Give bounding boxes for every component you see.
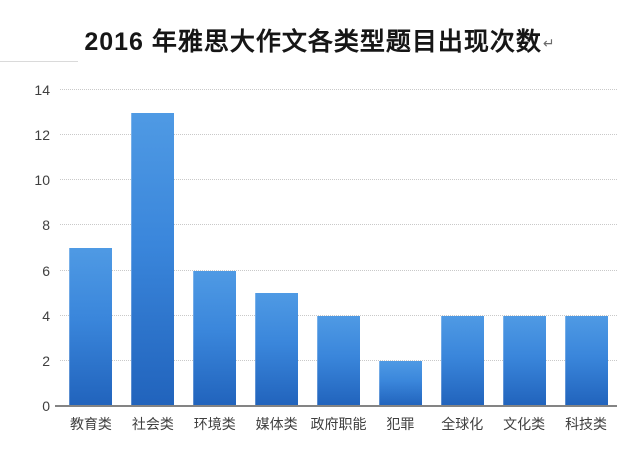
gridline-y8 [60,224,617,226]
y-tick-label-8: 8 [42,217,50,234]
x-tick-label-教育类: 教育类 [69,416,112,432]
bar-column: 环境类 [184,90,246,431]
x-tick-label-全球化: 全球化 [441,416,484,432]
bar-column: 文化类 [493,90,555,431]
gridline-y4 [60,314,617,316]
bar-环境类 [193,270,237,406]
x-axis-line [55,405,617,407]
bar-社会类 [131,112,175,406]
bar-政府职能 [317,315,360,406]
x-tick-label-科技类: 科技类 [565,416,608,432]
chart-title: 2016 年雅思大作文各类型题目出现次数↵ [0,22,639,58]
title-underline-artifact [0,61,78,62]
gridline-y12 [60,134,617,136]
y-tick-label-4: 4 [42,307,50,324]
x-tick-label-犯罪: 犯罪 [386,416,415,432]
y-tick-label-0: 0 [42,398,50,414]
bar-column: 犯罪 [369,90,431,431]
x-tick-label-政府职能: 政府职能 [310,416,367,432]
bar-全球化 [440,315,484,406]
gridline-y14 [60,89,617,90]
y-tick-label-10: 10 [34,172,50,189]
bar-教育类 [69,248,113,406]
bar-column: 科技类 [555,90,617,431]
y-tick-label-14: 14 [34,82,50,98]
bars-layer: 教育类 社会类 环境类 媒体类 政府职能 犯罪 全球化 文化类 科技类 [60,90,617,431]
y-tick-label-12: 12 [34,127,50,144]
gridline-y6 [60,269,617,271]
bar-column: 全球化 [431,90,493,431]
bar-媒体类 [255,293,299,406]
y-tick-label-2: 2 [42,352,50,369]
x-tick-label-媒体类: 媒体类 [255,416,298,432]
bar-文化类 [502,315,546,406]
x-tick-label-文化类: 文化类 [503,416,546,432]
bar-column: 媒体类 [246,90,308,431]
y-tick-label-6: 6 [42,262,50,279]
chart-title-text: 2016 年雅思大作文各类型题目出现次数 [84,28,542,56]
bar-column: 社会类 [122,90,184,431]
bar-科技类 [564,315,608,406]
bar-column: 教育类 [60,90,122,431]
x-tick-label-环境类: 环境类 [193,416,236,432]
x-tick-label-社会类: 社会类 [131,416,174,432]
bar-chart: 0 2 4 6 8 10 12 14 教育类 社会类 环境类 媒体类 政府职能 犯罪 全球化 文化类 科技类 [34,83,617,431]
paragraph-return-mark: ↵ [542,35,555,51]
bar-犯罪 [378,360,422,406]
bar-column: 政府职能 [308,90,370,431]
gridline-y10 [60,179,617,181]
